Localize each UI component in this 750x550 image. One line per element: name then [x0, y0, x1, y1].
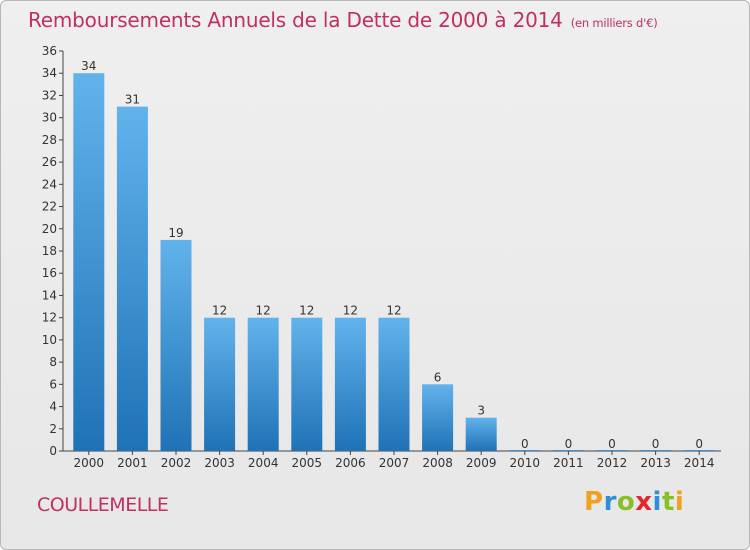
- bar: [422, 384, 454, 451]
- bar: [640, 450, 672, 451]
- y-tick-label: 34: [42, 66, 57, 80]
- logo-letter: i: [674, 487, 685, 517]
- y-tick-label: 2: [49, 422, 57, 436]
- bar: [334, 317, 366, 451]
- bar-value-label: 19: [168, 226, 183, 240]
- x-tick-label: 2010: [510, 456, 541, 470]
- y-tick-label: 20: [42, 222, 57, 236]
- x-tick-label: 2011: [553, 456, 584, 470]
- chart-subtitle: (en milliers d'€): [570, 16, 658, 30]
- bar: [465, 417, 497, 451]
- title-text: Remboursements Annuels de la Dette de 20…: [28, 8, 563, 32]
- y-tick-label: 8: [49, 355, 57, 369]
- x-tick-label: 2014: [684, 456, 715, 470]
- bar: [116, 106, 148, 451]
- y-tick-label: 22: [42, 200, 57, 214]
- bar-value-label: 12: [386, 304, 401, 318]
- y-tick-label: 26: [42, 155, 57, 169]
- logo-letter: o: [616, 487, 636, 517]
- y-tick-label: 4: [49, 400, 57, 414]
- logo-letter: r: [603, 487, 617, 517]
- bar: [596, 450, 628, 451]
- bars-group: [73, 73, 715, 451]
- x-tick-label: 2008: [422, 456, 453, 470]
- y-tick-label: 10: [42, 333, 57, 347]
- bar-value-label: 0: [695, 437, 703, 451]
- bar-value-label: 12: [343, 304, 358, 318]
- x-tick-label: 2003: [204, 456, 235, 470]
- y-tick-label: 24: [42, 177, 57, 191]
- bar-value-label: 12: [256, 304, 271, 318]
- bar-value-label: 34: [81, 59, 96, 73]
- bar: [73, 73, 105, 451]
- x-tick-label: 2001: [117, 456, 148, 470]
- y-tick-label: 16: [42, 266, 57, 280]
- x-tick-label: 2012: [597, 456, 628, 470]
- x-tick-label: 2000: [74, 456, 105, 470]
- y-tick-label: 14: [42, 288, 57, 302]
- bar-value-label: 0: [652, 437, 660, 451]
- y-tick-label: 28: [42, 133, 57, 147]
- x-tick-label: 2002: [161, 456, 192, 470]
- commune-name: COULLEMELLE: [37, 494, 169, 516]
- x-tick-label: 2005: [292, 456, 323, 470]
- x-tick-label: 2007: [379, 456, 410, 470]
- y-tick-label: 32: [42, 88, 57, 102]
- logo-letter: x: [635, 487, 653, 517]
- x-tick-label: 2009: [466, 456, 497, 470]
- logo-letter: i: [652, 487, 662, 517]
- bar: [552, 450, 584, 451]
- bar-value-label: 0: [565, 437, 573, 451]
- labels-group: 34 2000 31 2001 19 2002 12 2003 12 2004 12 2005 12 20…: [74, 59, 715, 470]
- bar: [247, 317, 279, 451]
- bar-value-label: 31: [125, 93, 140, 107]
- bar-value-label: 12: [212, 304, 227, 318]
- bar: [160, 239, 192, 451]
- y-tick-label: 0: [49, 444, 57, 458]
- logo-letter: P: [584, 487, 604, 517]
- chart-title: Remboursements Annuels de la Dette de 20…: [28, 8, 658, 32]
- bar-value-label: 0: [608, 437, 616, 451]
- bar-value-label: 3: [477, 404, 485, 418]
- x-tick-label: 2013: [640, 456, 671, 470]
- bar: [204, 317, 236, 451]
- y-tick-label: 6: [49, 377, 57, 391]
- bar: [291, 317, 323, 451]
- bar-value-label: 12: [299, 304, 314, 318]
- x-tick-label: 2006: [335, 456, 366, 470]
- logo-letter: t: [661, 487, 675, 517]
- y-tick-label: 12: [42, 311, 57, 325]
- bar-value-label: 6: [434, 370, 442, 384]
- x-tick-label: 2004: [248, 456, 279, 470]
- y-tick-label: 18: [42, 244, 57, 258]
- y-tick-label: 36: [42, 44, 57, 58]
- bar: [509, 450, 541, 451]
- proxiti-logo: Proxiti: [584, 487, 684, 517]
- bar: [378, 317, 410, 451]
- y-tick-label: 30: [42, 111, 57, 125]
- bar-value-label: 0: [521, 437, 529, 451]
- bar: [683, 450, 715, 451]
